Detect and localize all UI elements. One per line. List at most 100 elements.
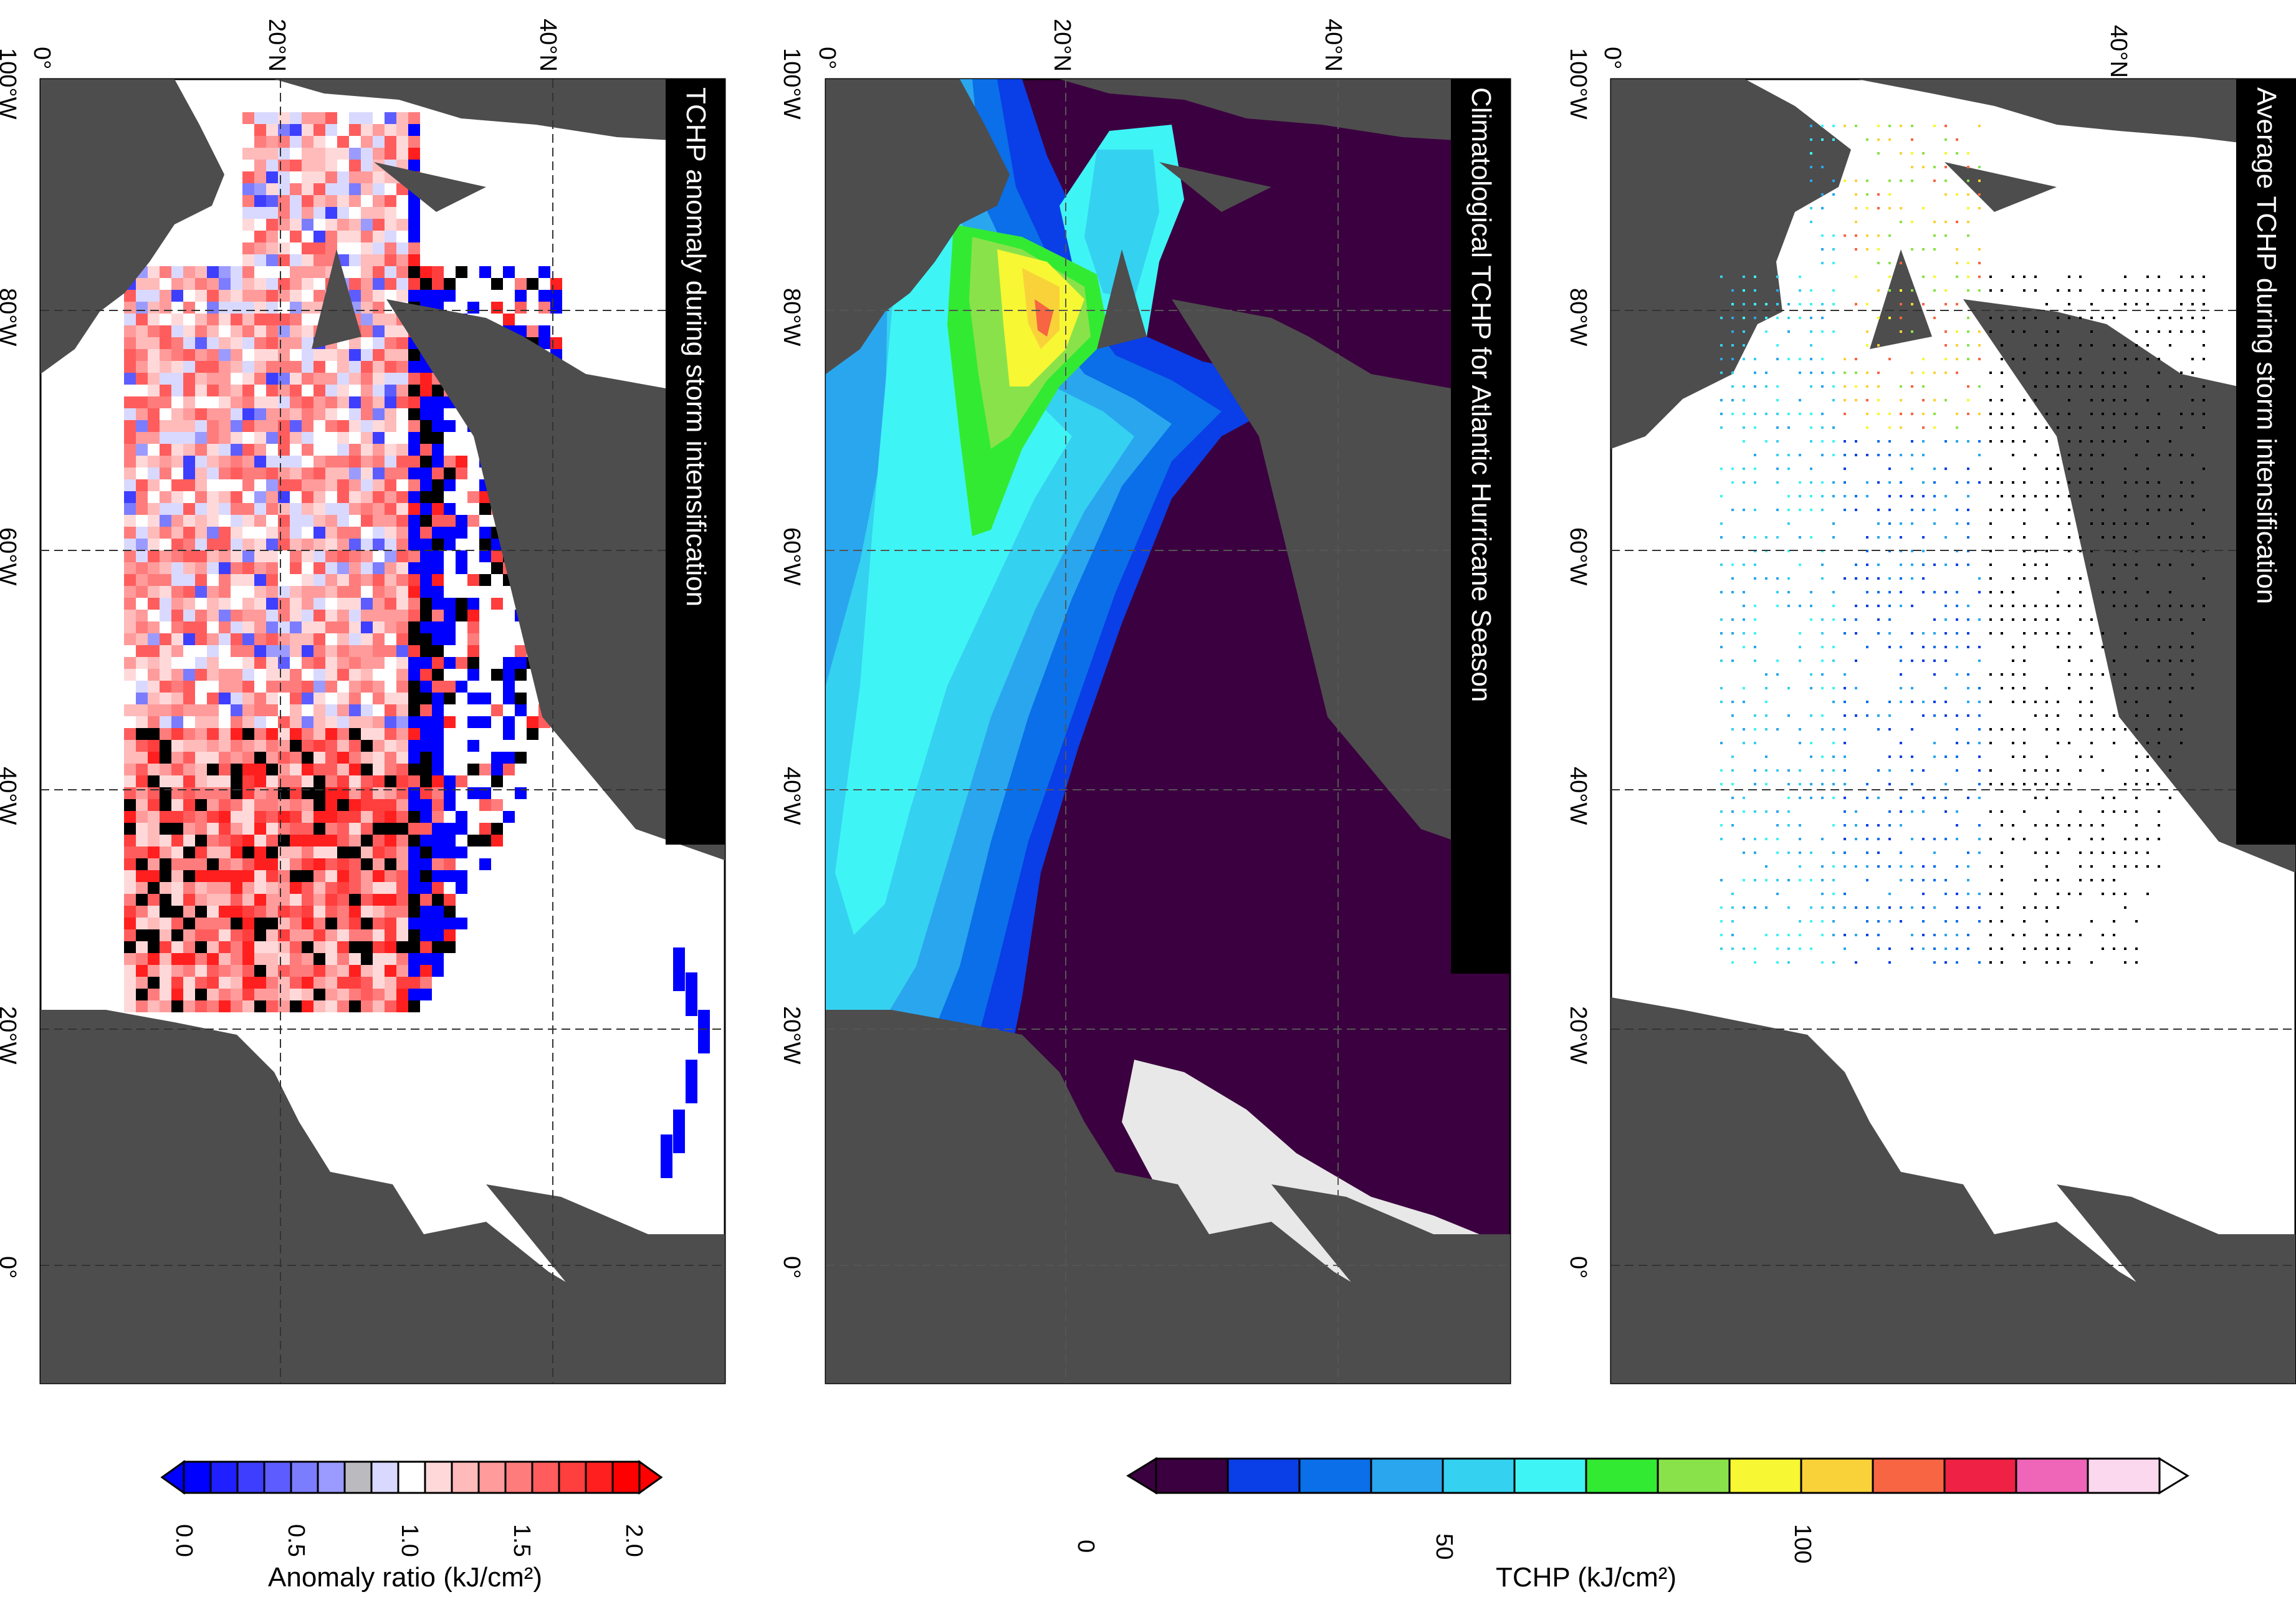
anomaly-cell	[349, 231, 361, 242]
anomaly-cell	[148, 1000, 160, 1012]
anomaly-cell	[207, 929, 219, 941]
anomaly-cell	[254, 290, 266, 302]
anomaly-cell	[266, 586, 278, 598]
tchp-dot	[1787, 330, 1790, 333]
anomaly-cell	[219, 858, 231, 870]
tchp-dot	[1956, 646, 1958, 648]
tchp-dot	[2045, 413, 2048, 415]
tchp-dot	[1832, 591, 1835, 593]
anomaly-cell	[444, 657, 456, 669]
tchp-dot	[2135, 687, 2138, 689]
anomaly-cell	[444, 527, 456, 539]
tchp-dot	[2045, 564, 2048, 566]
anomaly-cell	[242, 183, 254, 195]
anomaly-cell	[373, 254, 385, 266]
anomaly-cell	[515, 302, 527, 314]
tchp-dot	[2113, 564, 2115, 566]
colorbar-anomaly-swatch	[451, 1460, 480, 1494]
tchp-dot	[2169, 344, 2171, 347]
anomaly-cell	[337, 468, 349, 479]
anomaly-cell	[195, 574, 207, 586]
tchp-dot	[1731, 344, 1734, 347]
anomaly-cell	[219, 468, 231, 479]
anomaly-cell	[278, 183, 290, 195]
anomaly-cell	[148, 337, 160, 349]
anomaly-cell	[278, 290, 290, 302]
anomaly-cell	[673, 947, 685, 991]
anomaly-cell	[325, 468, 337, 479]
anomaly-cell	[325, 112, 337, 124]
tchp-dot	[1720, 701, 1723, 703]
tchp-dot	[2057, 646, 2059, 648]
anomaly-cell	[515, 657, 527, 669]
tchp-dot	[1776, 893, 1779, 895]
anomaly-cell	[254, 704, 266, 716]
anomaly-cell	[219, 302, 231, 314]
tchp-dot	[1844, 810, 1846, 813]
anomaly-cell	[231, 764, 242, 775]
tchp-dot	[2124, 947, 2126, 950]
anomaly-cell	[124, 408, 136, 420]
tchp-dot	[1855, 509, 1857, 511]
anomaly-cell	[242, 870, 254, 882]
anomaly-cell	[266, 562, 278, 574]
tchp-dot	[1832, 961, 1835, 964]
anomaly-cell	[148, 598, 160, 610]
tchp-dot	[1956, 564, 1958, 566]
tchp-dot	[1743, 344, 1745, 347]
anomaly-cell	[160, 906, 171, 918]
anomaly-cell	[278, 586, 290, 598]
anomaly-cell	[349, 385, 361, 396]
anomaly-cell	[195, 740, 207, 752]
anomaly-cell	[231, 586, 242, 598]
tchp-dot	[1720, 769, 1723, 772]
anomaly-cell	[408, 278, 420, 290]
tchp-dot	[1810, 440, 1812, 443]
anomaly-cell	[219, 894, 231, 906]
anomaly-cell	[337, 562, 349, 574]
anomaly-cell	[302, 373, 313, 385]
anomaly-cell	[124, 846, 136, 858]
anomaly-cell	[432, 846, 444, 858]
anomaly-cell	[432, 396, 444, 408]
anomaly-cell	[207, 740, 219, 752]
tchp-dot	[1821, 248, 1824, 251]
anomaly-cell	[337, 432, 349, 444]
anomaly-cell	[396, 242, 408, 254]
anomaly-cell	[242, 846, 254, 858]
anomaly-cell	[231, 373, 242, 385]
tchp-dot	[1956, 947, 1958, 950]
anomaly-cell	[313, 846, 325, 858]
anomaly-cell	[408, 574, 420, 586]
tchp-dot	[1944, 646, 1947, 648]
anomaly-cell	[385, 242, 396, 254]
tchp-dot	[1888, 207, 1891, 209]
tchp-dot	[2034, 495, 2037, 497]
anomaly-cell	[349, 432, 361, 444]
anomaly-cell	[207, 1000, 219, 1012]
anomaly-cell	[385, 858, 396, 870]
anomaly-cell	[183, 846, 195, 858]
anomaly-cell	[325, 420, 337, 432]
tchp-dot	[1900, 879, 1902, 881]
tchp-dot	[1877, 509, 1880, 511]
anomaly-cell	[302, 361, 313, 373]
anomaly-cell	[278, 266, 290, 278]
tchp-dot	[1989, 440, 1992, 443]
anomaly-cell	[396, 610, 408, 621]
anomaly-cell	[515, 704, 527, 716]
anomaly-cell	[242, 977, 254, 989]
tchp-dot	[1944, 810, 1947, 813]
tchp-dot	[2034, 550, 2037, 552]
tchp-dot	[1787, 577, 1790, 580]
anomaly-cell	[219, 929, 231, 941]
anomaly-cell	[207, 503, 219, 515]
tchp-dot	[2102, 934, 2104, 936]
anomaly-cell	[242, 160, 254, 171]
anomaly-cell	[290, 989, 302, 1000]
tchp-dot	[2012, 536, 2014, 539]
anomaly-cell	[160, 882, 171, 894]
tchp-dot	[2001, 961, 2003, 964]
tchp-dot	[1855, 125, 1857, 127]
anomaly-cell	[278, 527, 290, 539]
